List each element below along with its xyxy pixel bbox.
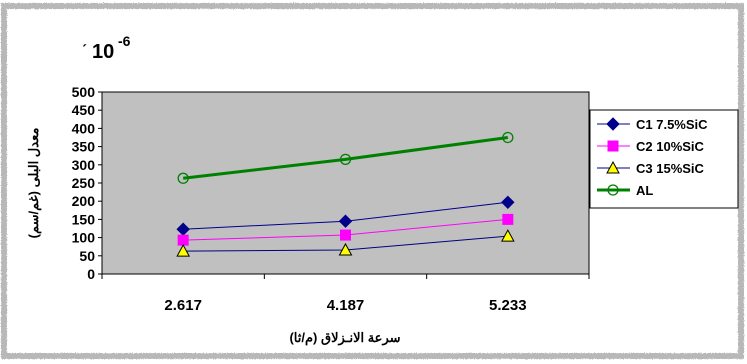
data-point	[502, 131, 514, 144]
y-axis-label: معدل البلى (غم/سم)	[26, 128, 42, 239]
legend-entry: C1 7.5%SiC	[597, 117, 708, 132]
data-point	[340, 229, 351, 241]
y-tick-label: 400	[72, 120, 96, 136]
scale-note: ˊ 10 -6	[82, 33, 131, 63]
x-axis: 2.617 4.187 5.233	[101, 274, 590, 314]
y-tick-label: 50	[79, 248, 95, 264]
series-line	[182, 136, 509, 180]
series-group	[176, 131, 515, 257]
y-tick-label: 450	[72, 102, 96, 118]
y-tick-label: 200	[72, 193, 96, 209]
legend-label: C1 7.5%SiC	[636, 117, 708, 132]
data-point	[177, 172, 189, 184]
legend-marker	[607, 184, 619, 196]
data-point	[338, 242, 353, 256]
data-point	[339, 153, 352, 165]
data-point	[501, 195, 515, 209]
data-point	[500, 229, 515, 242]
legend-items: C1 7.5%SiC C2 10%SiC C3 15%SiC AL	[597, 117, 708, 198]
diamond-series	[176, 195, 515, 236]
legend-label: C3 15%SiC	[636, 161, 705, 176]
data-point	[177, 234, 189, 246]
y-tick-label: 0	[87, 266, 95, 282]
x-tick-label: 5.233	[489, 297, 527, 314]
legend-marker	[606, 160, 620, 174]
x-tick-label: 4.187	[327, 297, 365, 314]
scale-exponent: -6	[118, 33, 131, 49]
legend-marker	[607, 140, 619, 152]
scale-prefix: ˊ	[82, 43, 87, 60]
legend-entry: AL	[597, 183, 653, 198]
legend-label: AL	[636, 183, 653, 198]
y-tick-label: 350	[72, 139, 96, 155]
y-axis: 0 50 100 150 200 250 300 350 400 450 500	[72, 84, 103, 282]
legend-entry: C2 10%SiC	[597, 139, 705, 154]
y-tick-label: 250	[72, 175, 96, 191]
legend	[589, 109, 739, 209]
legend-label: C2 10%SiC	[636, 139, 705, 154]
circle-series	[177, 131, 514, 184]
legend-entry: C3 15%SiC	[597, 160, 705, 176]
legend-marker	[606, 117, 620, 131]
data-point	[338, 214, 353, 228]
y-tick-label: 150	[72, 211, 96, 227]
scale-base: 10	[92, 41, 114, 63]
x-axis-label: سرعة الانـزلاق (م/ثا)	[289, 330, 400, 346]
triangle-series	[176, 229, 515, 257]
y-tick-label: 300	[72, 157, 96, 173]
y-tick-label: 500	[72, 84, 96, 100]
y-tick-label: 100	[72, 230, 96, 246]
x-tick-label: 2.617	[164, 297, 202, 314]
data-point	[176, 244, 191, 257]
data-point	[502, 213, 514, 225]
